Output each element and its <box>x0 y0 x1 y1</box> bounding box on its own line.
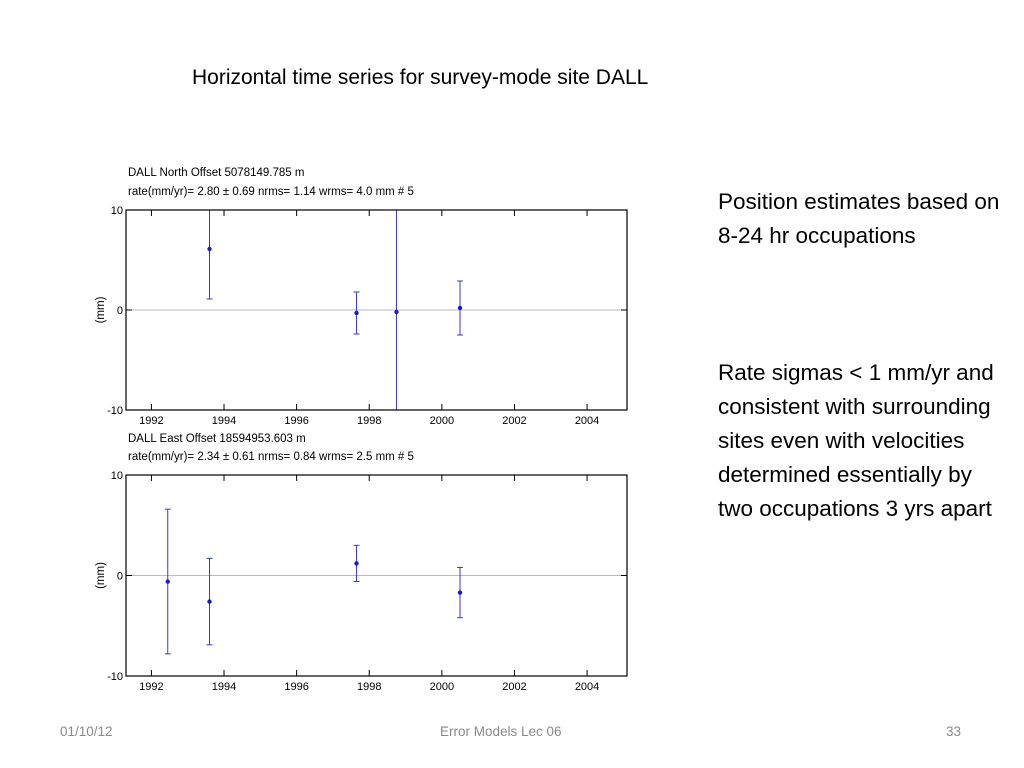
plot-frame <box>125 209 628 411</box>
data-point <box>394 309 399 315</box>
x-tick-label: 1998 <box>357 681 381 693</box>
chart-header-line1: DALL East Offset 18594953.603 m <box>128 433 306 445</box>
y-tick-label: -10 <box>107 671 123 683</box>
y-axis-label: (mm) <box>95 296 107 323</box>
footer-title: Error Models Lec 06 <box>440 724 562 739</box>
y-axis-label: (mm) <box>95 562 107 589</box>
y-tick-label: -10 <box>107 405 123 417</box>
x-tick-label: 2002 <box>502 681 526 693</box>
x-tick-label: 1996 <box>284 681 308 693</box>
x-tick-label: 1998 <box>357 415 381 427</box>
data-series <box>206 210 463 410</box>
bullet-rate-sigmas: Rate sigmas < 1 mm/yr and consistent wit… <box>718 360 994 521</box>
chart-header-line2: rate(mm/yr)= 2.34 ± 0.61 nrms= 0.84 wrms… <box>128 451 414 463</box>
y-tick-label: 0 <box>117 305 123 317</box>
bullet-position-estimates: Position estimates based on 8-24 hr occu… <box>718 189 1000 248</box>
slide-title: Horizontal time series for survey-mode s… <box>192 66 649 89</box>
chart-header-line1: DALL North Offset 5078149.785 m <box>128 167 304 179</box>
data-point <box>207 246 212 252</box>
x-tick-label: 2000 <box>430 415 454 427</box>
x-tick-label: 2002 <box>502 415 526 427</box>
y-tick-label: 0 <box>117 571 123 583</box>
data-series <box>164 508 463 655</box>
x-tick-label: 1992 <box>139 415 163 427</box>
x-tick-label: 2000 <box>430 681 454 693</box>
east-offset-panel: DALL East Offset 18594953.603 m rate(mm/y… <box>95 433 628 693</box>
y-tick-label: 10 <box>111 470 123 482</box>
x-tick-label: 1994 <box>212 415 236 427</box>
y-tick-label: 10 <box>111 205 123 217</box>
data-point <box>207 599 212 604</box>
footer-page-number: 33 <box>946 724 962 739</box>
data-point <box>354 561 359 566</box>
x-tick-label: 1994 <box>212 681 236 693</box>
data-point <box>165 579 170 584</box>
data-point <box>457 305 463 311</box>
footer-date: 01/10/12 <box>60 724 113 739</box>
data-point <box>457 590 463 595</box>
chart-header-line2: rate(mm/yr)= 2.80 ± 0.69 nrms= 1.14 wrms… <box>128 186 414 198</box>
x-tick-label: 1992 <box>139 681 163 693</box>
x-tick-label: 2004 <box>575 415 599 427</box>
x-tick-label: 1996 <box>284 415 308 427</box>
data-point <box>354 310 359 316</box>
plot-frame <box>125 474 628 677</box>
x-tick-label: 2004 <box>575 681 599 693</box>
north-offset-panel: DALL North Offset 5078149.785 m rate(mm/y… <box>95 167 628 427</box>
